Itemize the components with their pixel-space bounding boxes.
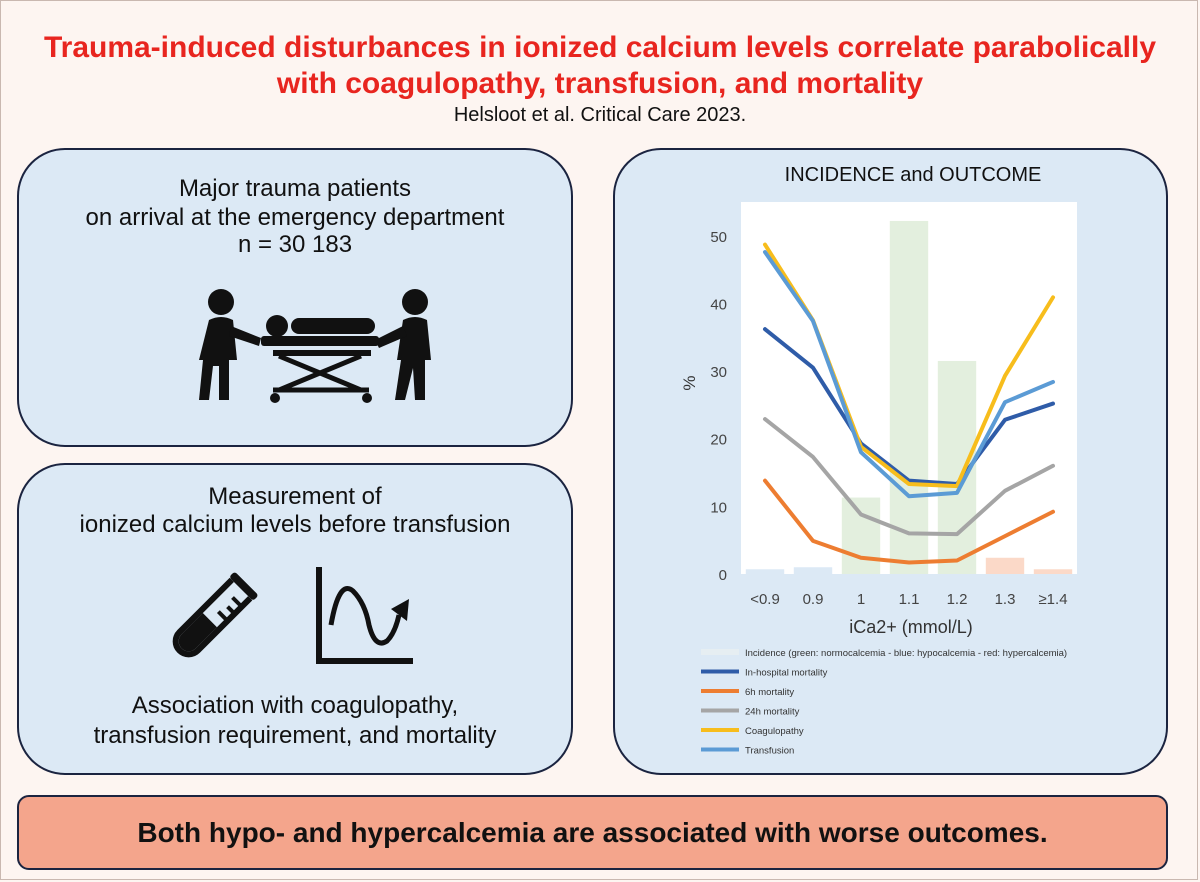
test-tube-icon (172, 572, 258, 658)
x-tick-label: 1.1 (899, 591, 920, 608)
association-line-1: Association with coagulopathy, (131, 692, 459, 719)
series-line-6h-mortality (763, 478, 1055, 565)
x-tick-label: 1 (857, 591, 865, 608)
legend-label: Coagulopathy (745, 726, 804, 737)
title-line-1: Trauma-induced disturbances in ionized c… (43, 31, 1157, 64)
chart-title: INCIDENCE and OUTCOME (785, 164, 1042, 186)
y-tick-label: 0 (719, 567, 727, 584)
patients-line-1: Major trauma patients (178, 175, 412, 202)
y-tick-label: 50 (710, 229, 727, 246)
legend-label: In-hospital mortality (745, 668, 828, 679)
measurement-line-2: ionized calcium levels before transfusio… (79, 511, 511, 538)
measurement-line-1: Measurement of (208, 483, 382, 510)
patients-count: n = 30 183 (237, 231, 353, 258)
x-axis-label: iCa2+ (mmol/L) (849, 617, 973, 637)
conclusion-banner: Both hypo- and hypercalcemia are associa… (17, 795, 1168, 870)
y-tick-label: 20 (710, 432, 727, 449)
legend-label: 24h mortality (745, 707, 800, 718)
incidence-outcome-chart: INCIDENCE and OUTCOME 0 10 20 30 40 50 <0.9 0.… (680, 164, 1077, 757)
title-line-2: with coagulopathy, transfusion, and mort… (276, 67, 924, 100)
chart-panel: INCIDENCE and OUTCOME 0 10 20 30 40 50 <0.9 0.… (613, 148, 1168, 775)
x-tick-label: 1.3 (995, 591, 1016, 608)
y-axis-label: % (680, 375, 699, 390)
series-line-in-hospital-mortality (763, 327, 1055, 487)
legend-label: Incidence (green: normocalcemia - blue: … (745, 648, 1067, 659)
incidence-bar-0 (745, 569, 785, 574)
incidence-bar-5 (985, 557, 1025, 574)
series-line-transfusion (763, 250, 1055, 499)
series-line-24h-mortality (763, 417, 1055, 537)
y-tick-label: 10 (710, 499, 727, 516)
patients-line-2: on arrival at the emergency department (85, 204, 505, 231)
measurement-panel: Measurement of ionized calcium levels be… (17, 463, 573, 775)
patients-panel: Major trauma patients on arrival at the … (17, 148, 573, 447)
poster-title: Trauma-induced disturbances in ionized c… (0, 30, 1200, 102)
x-tick-label: 0.9 (803, 591, 824, 608)
y-tick-label: 30 (710, 364, 727, 381)
incidence-bar-2 (841, 497, 881, 574)
association-line-2: transfusion requirement, and mortality (93, 722, 497, 749)
incidence-bar-6 (1033, 569, 1073, 574)
incidence-bar-3 (889, 220, 929, 574)
x-tick-label: ≥1.4 (1038, 591, 1067, 608)
curve-graph-icon (316, 567, 413, 664)
stretcher-patient-icon (199, 289, 431, 403)
x-tick-label: <0.9 (750, 591, 780, 608)
incidence-bar-1 (793, 567, 833, 574)
legend-label: 6h mortality (745, 687, 794, 698)
legend-label: Transfusion (745, 746, 794, 757)
x-tick-label: 1.2 (947, 591, 968, 608)
citation: Helsloot et al. Critical Care 2023. (453, 104, 747, 126)
y-tick-label: 40 (710, 296, 727, 313)
